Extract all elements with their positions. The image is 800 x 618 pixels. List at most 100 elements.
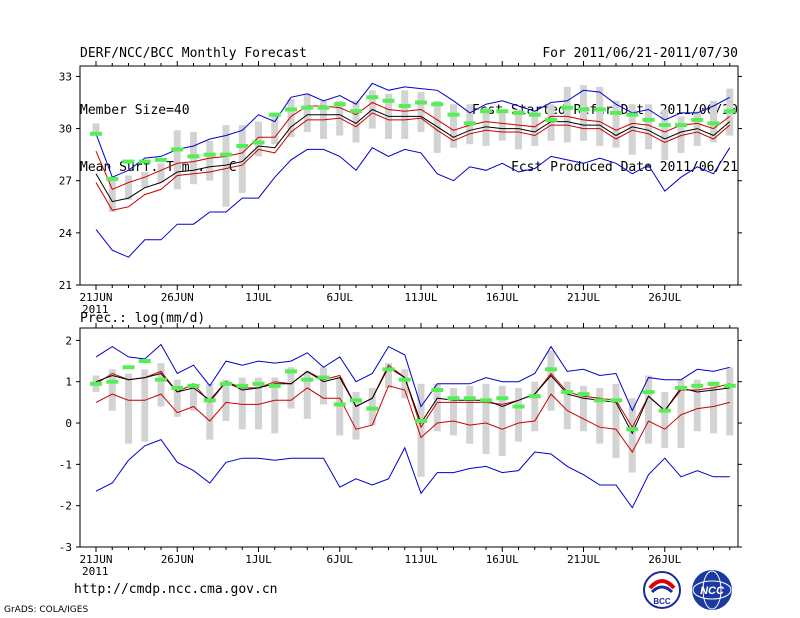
range-bar (190, 383, 197, 411)
green-mark (138, 159, 151, 164)
panel-precipitation: -3 -2 -1 0 1 2 21JUN 26JUN 1JUL 6JUL 11JUL 16JUL 21J… (59, 311, 742, 578)
range-bar (515, 387, 522, 442)
x-tick-label: 6JUL (327, 553, 354, 566)
range-bar (320, 367, 327, 405)
green-mark (350, 398, 362, 403)
range-bar (206, 140, 214, 181)
green-mark (366, 406, 379, 411)
range-bar (271, 112, 279, 145)
green-mark (658, 123, 671, 128)
green-mark (545, 117, 557, 122)
green-mark (691, 383, 704, 388)
green-mark (252, 140, 265, 145)
range-bar (710, 381, 717, 434)
green-mark (268, 383, 281, 388)
produced-date: Fcst Produced Date 2011/06/21 (511, 160, 738, 175)
range-bar (450, 104, 457, 148)
y-tick-label: 27 (59, 175, 72, 188)
x-tick-label: 21JUN (79, 291, 112, 304)
range-bar (352, 100, 360, 143)
member-size: Member Size=40 (80, 103, 190, 118)
source-url[interactable]: http://cmdp.ncc.cma.gov.cn (74, 582, 278, 597)
green-mark (317, 375, 330, 380)
green-mark (593, 398, 606, 403)
bcc-logo: BCC (643, 571, 681, 609)
green-mark (496, 396, 509, 401)
green-mark (528, 112, 541, 117)
range-bar (580, 85, 587, 141)
range-bar (222, 379, 230, 421)
series-upper-line (95, 364, 730, 429)
range-bar (417, 383, 425, 477)
green-mark (431, 102, 444, 107)
green-mark (220, 152, 232, 157)
green-mark (285, 107, 297, 112)
range-bar (580, 385, 587, 432)
green-mark (447, 396, 460, 401)
green-mark (610, 110, 622, 115)
y-tick-label: 1 (65, 376, 72, 389)
y-tick-label: 33 (59, 70, 72, 83)
range-bar (482, 383, 490, 455)
green-mark (431, 387, 444, 392)
range-bar (303, 93, 311, 133)
range-bar (401, 369, 409, 399)
forecast-period: For 2011/06/21-2011/07/30 (542, 46, 738, 61)
range-bar (677, 116, 685, 153)
green-mark (187, 154, 200, 159)
range-bar (141, 369, 149, 442)
year-label: 2011 (82, 565, 109, 578)
green-mark (610, 398, 622, 403)
range-bar (726, 367, 734, 436)
series-lower-line (95, 112, 731, 211)
range-bar (108, 369, 116, 411)
range-bar (173, 379, 181, 417)
y-tick-label: -3 (59, 541, 72, 554)
y-tick-label: -2 (59, 500, 72, 513)
green-mark (220, 381, 232, 386)
range-bar (385, 363, 392, 388)
green-mark (723, 109, 736, 114)
green-mark (106, 176, 119, 181)
green-mark (707, 381, 720, 386)
range-bar (628, 104, 636, 155)
green-mark (333, 402, 346, 407)
x-tick-label: 1JUL (245, 291, 272, 304)
range-bar (287, 99, 295, 138)
y-tick-label: 21 (59, 279, 72, 292)
range-bar (255, 121, 262, 157)
green-mark (561, 105, 574, 110)
series-min-line (95, 438, 730, 509)
y-tick-label: 2 (65, 334, 72, 347)
range-bar (157, 363, 165, 407)
green-mark (398, 377, 411, 382)
range-bar (303, 371, 311, 419)
range-bar (498, 109, 506, 141)
x-tick-label: 26JUN (161, 553, 194, 566)
range-bar (612, 383, 620, 459)
y-tick-label: 0 (65, 417, 72, 430)
range-bar (661, 392, 669, 448)
green-mark (675, 385, 687, 390)
green-mark (155, 157, 167, 162)
x-tick-label: 26JUL (648, 291, 681, 304)
x-tick-label: 11JUL (404, 291, 437, 304)
green-mark (301, 377, 314, 382)
series-min-line (95, 147, 731, 258)
green-mark (528, 394, 541, 399)
x-tick-label: 26JUL (648, 553, 681, 566)
range-bar (531, 381, 539, 432)
panel-temperature: 21 24 27 30 33 21JUN 26JUN 1JUL 6JUL 11JUL 16JUL 21… (59, 61, 742, 316)
x-tick-label: 1JUL (245, 553, 272, 566)
range-bar (677, 379, 685, 448)
series-lower-line (95, 385, 730, 453)
range-bar (92, 123, 100, 136)
series-mean-line (95, 108, 731, 203)
green-mark (642, 117, 655, 122)
range-bar (466, 385, 474, 444)
range-bar (141, 172, 149, 188)
green-mark (317, 105, 330, 110)
range-bar (563, 86, 571, 143)
green-mark (642, 390, 655, 395)
series-max-line (95, 82, 731, 178)
